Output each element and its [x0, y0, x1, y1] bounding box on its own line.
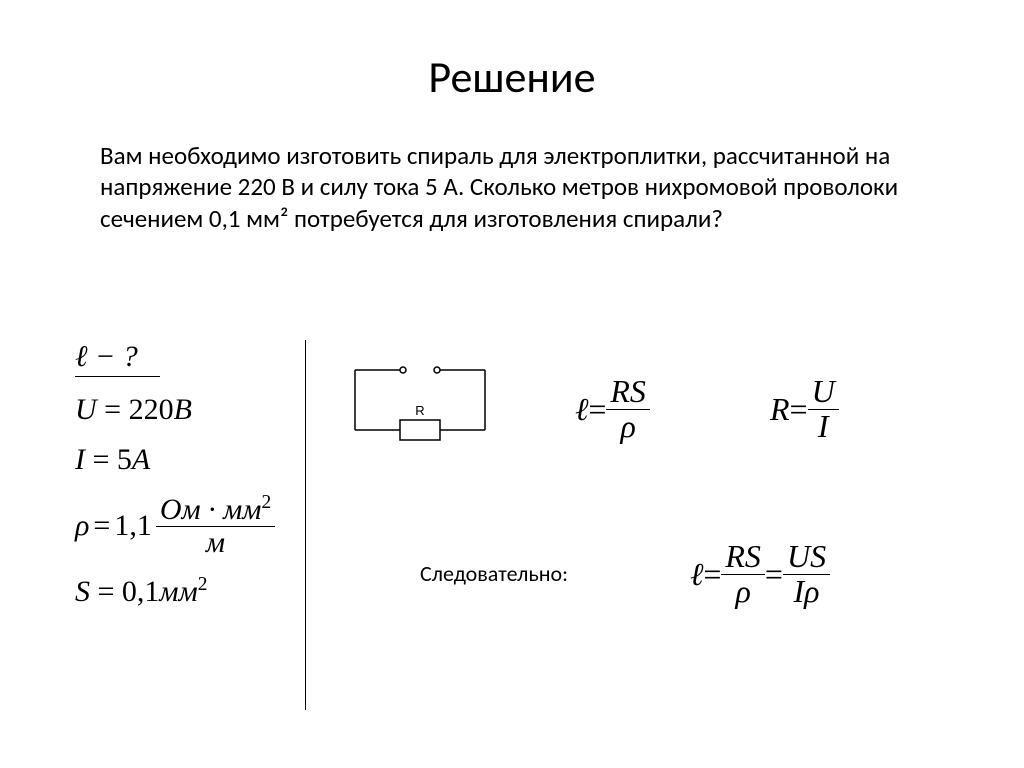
numerator: RS — [721, 540, 765, 574]
fraction: U I — [808, 375, 839, 443]
unknown-row: ℓ − ? — [75, 340, 305, 377]
eq-sign: = — [104, 393, 121, 426]
fraction-2: US Iρ — [783, 540, 830, 608]
given-divider — [305, 340, 306, 710]
numerator: U — [808, 375, 839, 409]
rho-value: 1,1 — [114, 509, 152, 543]
eq-sign: = — [765, 556, 783, 593]
numerator: US — [783, 540, 830, 574]
unknown-underline — [75, 376, 160, 377]
denominator: Iρ — [783, 574, 830, 609]
denominator: ρ — [721, 574, 765, 609]
denominator: ρ — [606, 409, 650, 444]
unknown-tail: − ? — [88, 340, 138, 373]
R-symbol: R — [770, 391, 790, 428]
ell-symbol: ℓ — [575, 391, 588, 428]
denominator: I — [808, 409, 839, 444]
fraction-1: RS ρ — [721, 540, 765, 608]
eq-sign: = — [790, 391, 808, 428]
I-symbol: I — [75, 443, 93, 476]
ell-symbol: ℓ — [75, 340, 88, 373]
ell-symbol: ℓ — [690, 556, 703, 593]
U-unit: B — [174, 393, 192, 426]
rho-symbol: ρ — [75, 509, 89, 543]
fraction: RS ρ — [606, 375, 650, 443]
problem-statement: Вам необходимо изготовить спираль для эл… — [100, 140, 920, 234]
U-value: 220 — [121, 393, 174, 426]
S-value: 0,1 — [114, 575, 159, 608]
formula-length: ℓ = RS ρ — [575, 375, 650, 443]
rho-unit-num: Ом · мм2 — [156, 493, 275, 526]
I-unit: A — [132, 443, 150, 476]
circuit-diagram: R — [345, 360, 495, 455]
resistivity-row: ρ = 1,1 Ом · мм2 м — [75, 493, 305, 558]
voltage-row: U = 220B — [75, 393, 305, 427]
consequently-label: Следовательно: — [420, 560, 568, 587]
eq-sign: = — [588, 391, 606, 428]
slide-title: Решение — [0, 50, 1024, 104]
eq-sign: = — [98, 575, 115, 608]
given-column: ℓ − ? U = 220B I = 5A ρ = 1,1 Ом · мм2 м… — [75, 340, 305, 625]
eq-sign: = — [93, 509, 110, 543]
rho-unit-fraction: Ом · мм2 м — [156, 493, 275, 558]
I-value: 5 — [109, 443, 132, 476]
formula-resistance: R = U I — [770, 375, 839, 443]
rho-unit-den: м — [156, 526, 275, 559]
area-row: S = 0,1мм2 — [75, 574, 305, 609]
eq-sign: = — [93, 443, 110, 476]
current-row: I = 5A — [75, 443, 305, 477]
formula-final: ℓ = RS ρ = US Iρ — [690, 540, 830, 608]
U-symbol: U — [75, 393, 104, 426]
S-unit: мм2 — [159, 575, 207, 608]
eq-sign: = — [703, 556, 721, 593]
S-symbol: S — [75, 575, 98, 608]
resistor-label: R — [415, 403, 424, 418]
numerator: RS — [606, 375, 650, 409]
